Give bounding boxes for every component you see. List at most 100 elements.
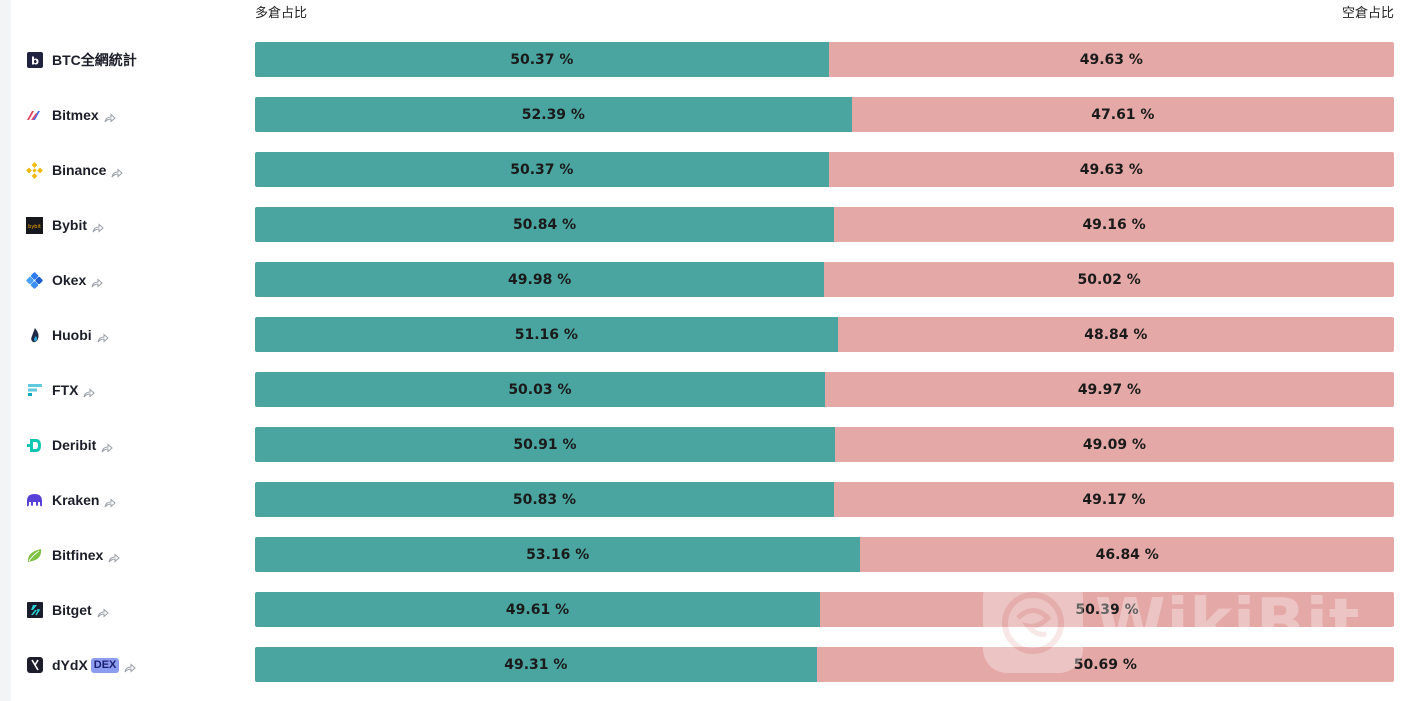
- kraken-logo-icon: [26, 492, 43, 509]
- long-short-ratio-bar: 53.16 % 46.84 %: [255, 537, 1394, 572]
- short-ratio-segment: 49.63 %: [828, 152, 1394, 187]
- exchange-row-bybit: bybit Bybit 50.84 % 49.16 %: [0, 207, 1406, 243]
- exchange-name[interactable]: Deribit: [52, 437, 97, 453]
- btc-aggregate-icon: b: [26, 52, 43, 69]
- exchange-label-bitmex[interactable]: Bitmex: [26, 97, 116, 133]
- share-icon[interactable]: [111, 165, 124, 178]
- exchange-row-huobi: Huobi 51.16 % 48.84 %: [0, 317, 1406, 353]
- long-ratio-segment: 50.37 %: [255, 152, 829, 187]
- share-icon[interactable]: [108, 550, 121, 563]
- exchange-label-okex[interactable]: Okex: [26, 262, 104, 298]
- short-ratio-value: 48.84 %: [1084, 326, 1148, 343]
- exchange-label-bitget[interactable]: Bitget: [26, 592, 109, 628]
- svg-text:bybit: bybit: [28, 224, 41, 230]
- exchange-name[interactable]: FTX: [52, 382, 79, 398]
- exchange-label-dydx[interactable]: dYdX DEX: [26, 647, 137, 683]
- long-short-ratio-bar: 52.39 % 47.61 %: [255, 97, 1394, 132]
- long-ratio-value: 50.37 %: [510, 161, 574, 178]
- short-ratio-segment: 49.16 %: [834, 207, 1394, 242]
- short-ratio-value: 50.39 %: [1075, 601, 1139, 618]
- long-short-ratio-bar: 49.31 % 50.69 %: [255, 647, 1394, 682]
- exchange-name[interactable]: dYdX: [52, 657, 88, 673]
- exchange-name[interactable]: Okex: [52, 272, 87, 288]
- exchange-name[interactable]: BTC全網統計: [52, 52, 137, 68]
- exchange-label-bybit[interactable]: bybit Bybit: [26, 207, 104, 243]
- column-header: 多倉占比 空倉占比: [0, 0, 1406, 24]
- share-icon[interactable]: [83, 385, 96, 398]
- long-short-ratio-bar: 51.16 % 48.84 %: [255, 317, 1394, 352]
- long-ratio-value: 49.31 %: [504, 656, 568, 673]
- long-ratio-segment: 50.03 %: [255, 372, 825, 407]
- huobi-logo-icon: [26, 327, 43, 344]
- exchange-label-kraken[interactable]: Kraken: [26, 482, 117, 518]
- short-ratio-segment: 49.97 %: [824, 372, 1394, 407]
- exchange-name[interactable]: Bitget: [52, 602, 92, 618]
- share-icon[interactable]: [101, 440, 114, 453]
- exchange-row-kraken: Kraken 50.83 % 49.17 %: [0, 482, 1406, 518]
- share-icon[interactable]: [97, 605, 109, 618]
- long-ratio-segment: 50.91 %: [255, 427, 835, 462]
- long-ratio-value: 52.39 %: [521, 106, 585, 123]
- bitfinex-logo-icon: [26, 547, 43, 564]
- exchange-name[interactable]: Bitmex: [52, 107, 99, 123]
- exchange-row-binance: Binance 50.37 % 49.63 %: [0, 152, 1406, 188]
- long-short-ratio-bar: 50.83 % 49.17 %: [255, 482, 1394, 517]
- exchange-row-okex: Okex 49.98 % 50.02 %: [0, 262, 1406, 298]
- long-ratio-segment: 52.39 %: [255, 97, 852, 132]
- exchange-name[interactable]: Bybit: [52, 217, 87, 233]
- short-ratio-value: 50.69 %: [1073, 656, 1137, 673]
- short-ratio-value: 46.84 %: [1095, 546, 1159, 563]
- share-icon[interactable]: [104, 495, 117, 508]
- exchange-name[interactable]: Huobi: [52, 327, 92, 343]
- exchange-label-deribit[interactable]: Deribit: [26, 427, 114, 463]
- short-ratio-segment: 50.02 %: [824, 262, 1394, 297]
- long-ratio-value: 49.98 %: [508, 271, 572, 288]
- long-ratio-segment: 50.83 %: [255, 482, 834, 517]
- share-icon[interactable]: [91, 275, 104, 288]
- short-ratio-segment: 49.63 %: [828, 42, 1394, 77]
- short-ratio-value: 49.09 %: [1082, 436, 1147, 453]
- share-icon[interactable]: [92, 220, 104, 233]
- exchange-label-binance[interactable]: Binance: [26, 152, 124, 188]
- share-icon[interactable]: [97, 330, 109, 343]
- short-ratio-segment: 50.69 %: [816, 647, 1394, 682]
- exchange-row-bitmex: Bitmex 52.39 % 47.61 %: [0, 97, 1406, 133]
- deribit-logo-icon: [26, 437, 43, 454]
- exchange-row-ftx: FTX 50.03 % 49.97 %: [0, 372, 1406, 408]
- short-ratio-value: 49.16 %: [1082, 216, 1146, 233]
- long-ratio-segment: 53.16 %: [255, 537, 861, 572]
- long-ratio-value: 51.16 %: [514, 326, 578, 343]
- short-ratio-segment: 49.09 %: [834, 427, 1394, 462]
- long-ratio-value: 50.37 %: [510, 51, 574, 68]
- okex-logo-icon: [26, 271, 43, 289]
- long-ratio-value: 53.16 %: [526, 546, 590, 563]
- long-ratio-value: 50.84 %: [512, 216, 577, 233]
- long-short-ratio-bar: 50.37 % 49.63 %: [255, 42, 1394, 77]
- exchange-label-bitfinex[interactable]: Bitfinex: [26, 537, 121, 573]
- long-ratio-value: 49.61 %: [505, 601, 570, 618]
- bitget-logo-icon: [26, 602, 43, 619]
- short-ratio-value: 50.02 %: [1077, 271, 1141, 288]
- exchange-label-btc[interactable]: b BTC全網統計: [26, 42, 137, 78]
- exchange-name[interactable]: Binance: [52, 162, 107, 178]
- dex-badge: DEX: [90, 657, 120, 673]
- exchange-name[interactable]: Bitfinex: [52, 547, 104, 563]
- exchange-label-ftx[interactable]: FTX: [26, 372, 96, 408]
- long-short-ratio-bar: 50.37 % 49.63 %: [255, 152, 1394, 187]
- dydx-logo-icon: [26, 657, 43, 674]
- long-short-ratio-bar: 50.84 % 49.16 %: [255, 207, 1394, 242]
- exchange-row-dydx: dYdX DEX 49.31 % 50.69 %: [0, 647, 1406, 683]
- long-ratio-value: 50.03 %: [508, 381, 572, 398]
- long-short-ratio-bar: 49.98 % 50.02 %: [255, 262, 1394, 297]
- short-ratio-segment: 46.84 %: [860, 537, 1394, 572]
- long-ratio-header: 多倉占比: [255, 5, 308, 20]
- bitmex-logo-icon: [26, 107, 43, 124]
- exchange-label-huobi[interactable]: Huobi: [26, 317, 109, 353]
- bybit-logo-icon: bybit: [26, 216, 43, 234]
- long-short-ratio-bar: 49.61 % 50.39 %: [255, 592, 1394, 627]
- exchange-name[interactable]: Kraken: [52, 492, 100, 508]
- short-ratio-segment: 47.61 %: [851, 97, 1394, 132]
- short-ratio-segment: 50.39 %: [820, 592, 1394, 627]
- share-icon[interactable]: [124, 660, 137, 673]
- share-icon[interactable]: [104, 110, 116, 123]
